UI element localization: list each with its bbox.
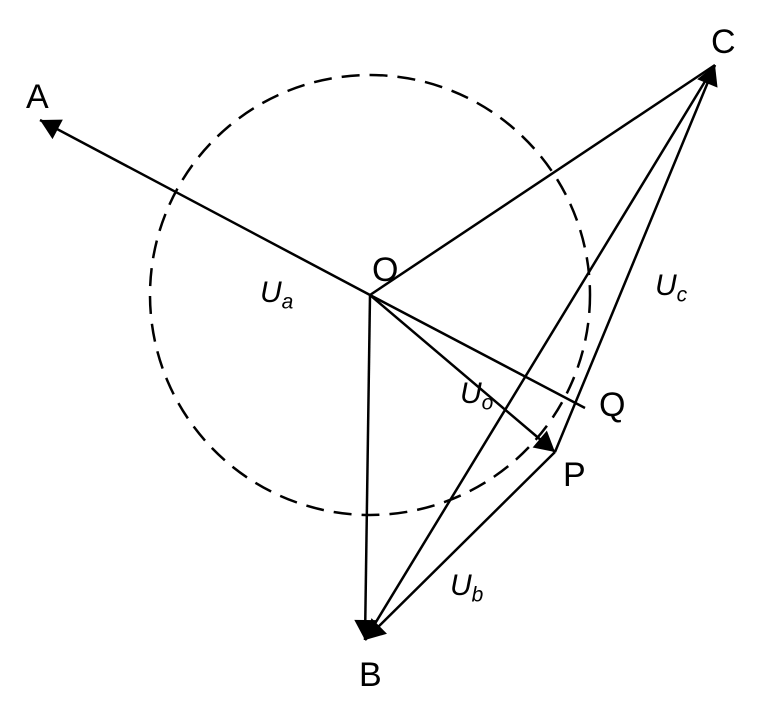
line-O-A [40, 120, 370, 295]
label-O: O [372, 251, 398, 289]
line-P-C [555, 65, 715, 452]
line-B-C [365, 65, 715, 640]
line-O-C [370, 65, 715, 295]
line-P-B [365, 452, 555, 640]
label-Q: Q [599, 386, 625, 424]
vector-label-Uo: Uo [460, 377, 494, 415]
label-A: A [26, 78, 49, 116]
vector-label-Ub: Ub [450, 569, 484, 607]
vector-label-Uc: Uc [655, 269, 688, 307]
vector-diagram: O A B C PQ Ua Uo Uc Ub [0, 0, 765, 703]
line-O-B [365, 295, 370, 640]
label-P: P [563, 456, 586, 494]
arrowhead [533, 431, 555, 452]
label-B: B [359, 656, 382, 694]
vector-label-Ua: Ua [260, 276, 293, 314]
label-C: C [711, 23, 736, 61]
